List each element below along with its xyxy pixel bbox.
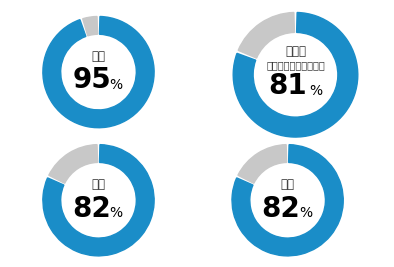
Wedge shape: [232, 145, 343, 256]
Wedge shape: [83, 17, 97, 36]
Text: 82: 82: [262, 195, 300, 223]
Text: %: %: [110, 78, 123, 92]
Text: （中国、日本を除く）: （中国、日本を除く）: [266, 60, 325, 70]
Text: 中国: 中国: [91, 50, 106, 63]
Text: 米州: 米州: [281, 178, 295, 191]
Wedge shape: [49, 145, 97, 183]
Text: %: %: [309, 84, 322, 98]
Text: 95: 95: [72, 66, 111, 95]
Text: アジア: アジア: [285, 45, 306, 58]
Wedge shape: [238, 13, 294, 58]
Text: 82: 82: [72, 195, 111, 223]
Wedge shape: [238, 145, 286, 183]
Wedge shape: [43, 145, 154, 256]
Text: %: %: [299, 206, 312, 220]
Wedge shape: [233, 13, 358, 137]
Text: %: %: [110, 206, 123, 220]
Wedge shape: [43, 17, 154, 128]
Text: 81: 81: [269, 72, 307, 100]
Text: 欧州: 欧州: [91, 178, 106, 191]
